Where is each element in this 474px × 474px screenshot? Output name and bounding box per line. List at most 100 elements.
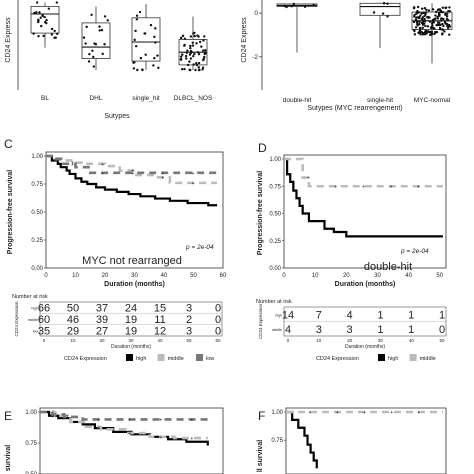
jitter-point <box>189 35 193 38</box>
jitter-point <box>144 53 147 56</box>
plot-frame <box>285 407 447 474</box>
jitter-point <box>201 66 205 69</box>
jitter-point <box>188 60 191 63</box>
jitter-point <box>441 22 444 26</box>
legend-label: high <box>388 356 398 362</box>
risk-value: 3 <box>186 325 192 337</box>
risk-value: 46 <box>67 314 79 326</box>
jitter-point <box>436 23 439 27</box>
risk-xtick: 60 <box>215 338 221 343</box>
risk-value: 19 <box>125 325 137 337</box>
censor-mark: + <box>131 171 134 177</box>
panel-a-xlabel: Sutypes <box>104 113 130 120</box>
jitter-point <box>197 35 200 38</box>
jitter-point <box>37 34 40 38</box>
risk-row-label: high <box>31 307 38 311</box>
panel-b-ylabel: CD24 Express <box>241 17 248 63</box>
jitter-point <box>192 54 195 58</box>
risk-value: 0 <box>215 325 221 337</box>
jitter-point <box>418 26 422 30</box>
jitter-point <box>134 29 137 33</box>
panel-annotation: MYC not rearranged <box>82 255 182 267</box>
risk-value: 0 <box>215 303 221 315</box>
panel-letter: D <box>258 141 267 155</box>
jitter-point <box>448 25 452 28</box>
risk-value: 1 <box>408 309 414 321</box>
p-value: p = 2e-04 <box>185 244 214 251</box>
xtick-label: 30 <box>374 273 381 279</box>
jitter-point <box>420 12 423 15</box>
jitter-point <box>441 6 444 9</box>
risk-value: 1 <box>439 309 445 321</box>
risk-value: 3 <box>186 303 192 315</box>
risk-value: 7 <box>316 309 322 321</box>
risk-value: 4 <box>285 324 291 336</box>
ylabel: survival <box>5 445 12 472</box>
jitter-point <box>412 20 416 24</box>
panel-b-yticks: 0 -2 <box>252 10 262 61</box>
xtick-label: 0 <box>282 273 286 279</box>
jitter-point <box>179 57 183 61</box>
jitter-point <box>132 61 135 64</box>
risk-frame <box>39 301 223 337</box>
jitter-point <box>433 27 436 30</box>
jitter-point <box>43 15 46 19</box>
jitter-point <box>45 21 48 25</box>
jitter-point <box>100 28 104 32</box>
legend-swatch <box>378 354 385 361</box>
jitter-point <box>197 66 200 69</box>
ytick-label: 0.25 <box>269 239 281 245</box>
censor-mark: + <box>71 161 74 167</box>
legend-swatch <box>196 354 203 361</box>
jitter-point <box>156 54 159 57</box>
jitter-point <box>188 53 192 56</box>
xtick-label: 0 <box>44 273 48 279</box>
risk-value: 0 <box>439 324 445 336</box>
xtick-label: 50 <box>436 273 443 279</box>
censor-mark: + <box>390 410 393 416</box>
jitter-point <box>441 10 445 14</box>
jitter-point <box>417 31 420 35</box>
jitter-point <box>191 41 195 44</box>
jitter-point <box>422 11 426 14</box>
risk-value: 11 <box>154 314 165 326</box>
panel-b: CD24 Express 0 -2 double-hit single-hit MYC… <box>241 0 453 112</box>
jitter-point <box>435 30 439 34</box>
jitter-point <box>190 50 193 54</box>
jitter-point <box>193 52 196 56</box>
legend-label: middle <box>168 356 184 362</box>
jitter-point <box>198 40 202 44</box>
jitter-point <box>189 46 192 50</box>
jitter-point <box>197 68 201 72</box>
xlabel: Duration (months) <box>104 281 165 288</box>
panel-b-boxes <box>276 2 453 64</box>
censor-mark: + <box>97 425 100 431</box>
censor-mark: + <box>128 431 131 437</box>
jitter-point <box>153 56 156 60</box>
jitter-point <box>372 11 376 14</box>
risk-value: 2 <box>186 314 192 326</box>
censor-mark: + <box>131 169 134 175</box>
jitter-point <box>431 24 434 27</box>
jitter-point <box>196 51 200 54</box>
jitter-point <box>195 42 198 45</box>
censor-mark: + <box>159 435 162 441</box>
legend-label: high <box>136 356 146 362</box>
risk-xtick: 0 <box>43 338 46 343</box>
ytick-label: 0.50 <box>31 210 43 216</box>
censor-mark: + <box>66 415 69 421</box>
jitter-point <box>84 42 87 45</box>
jitter-point <box>132 67 136 70</box>
risk-value: 27 <box>96 325 108 337</box>
censor-mark: + <box>101 162 104 168</box>
jitter-point <box>442 24 445 28</box>
jitter-point <box>103 43 106 46</box>
jitter-point <box>180 67 184 71</box>
jitter-point <box>149 23 153 27</box>
jitter-point <box>185 57 188 60</box>
jitter-point <box>181 34 185 38</box>
jitter-point <box>420 30 423 34</box>
jitter-point <box>53 29 56 33</box>
jitter-point <box>47 7 51 10</box>
jitter-point <box>425 8 428 12</box>
